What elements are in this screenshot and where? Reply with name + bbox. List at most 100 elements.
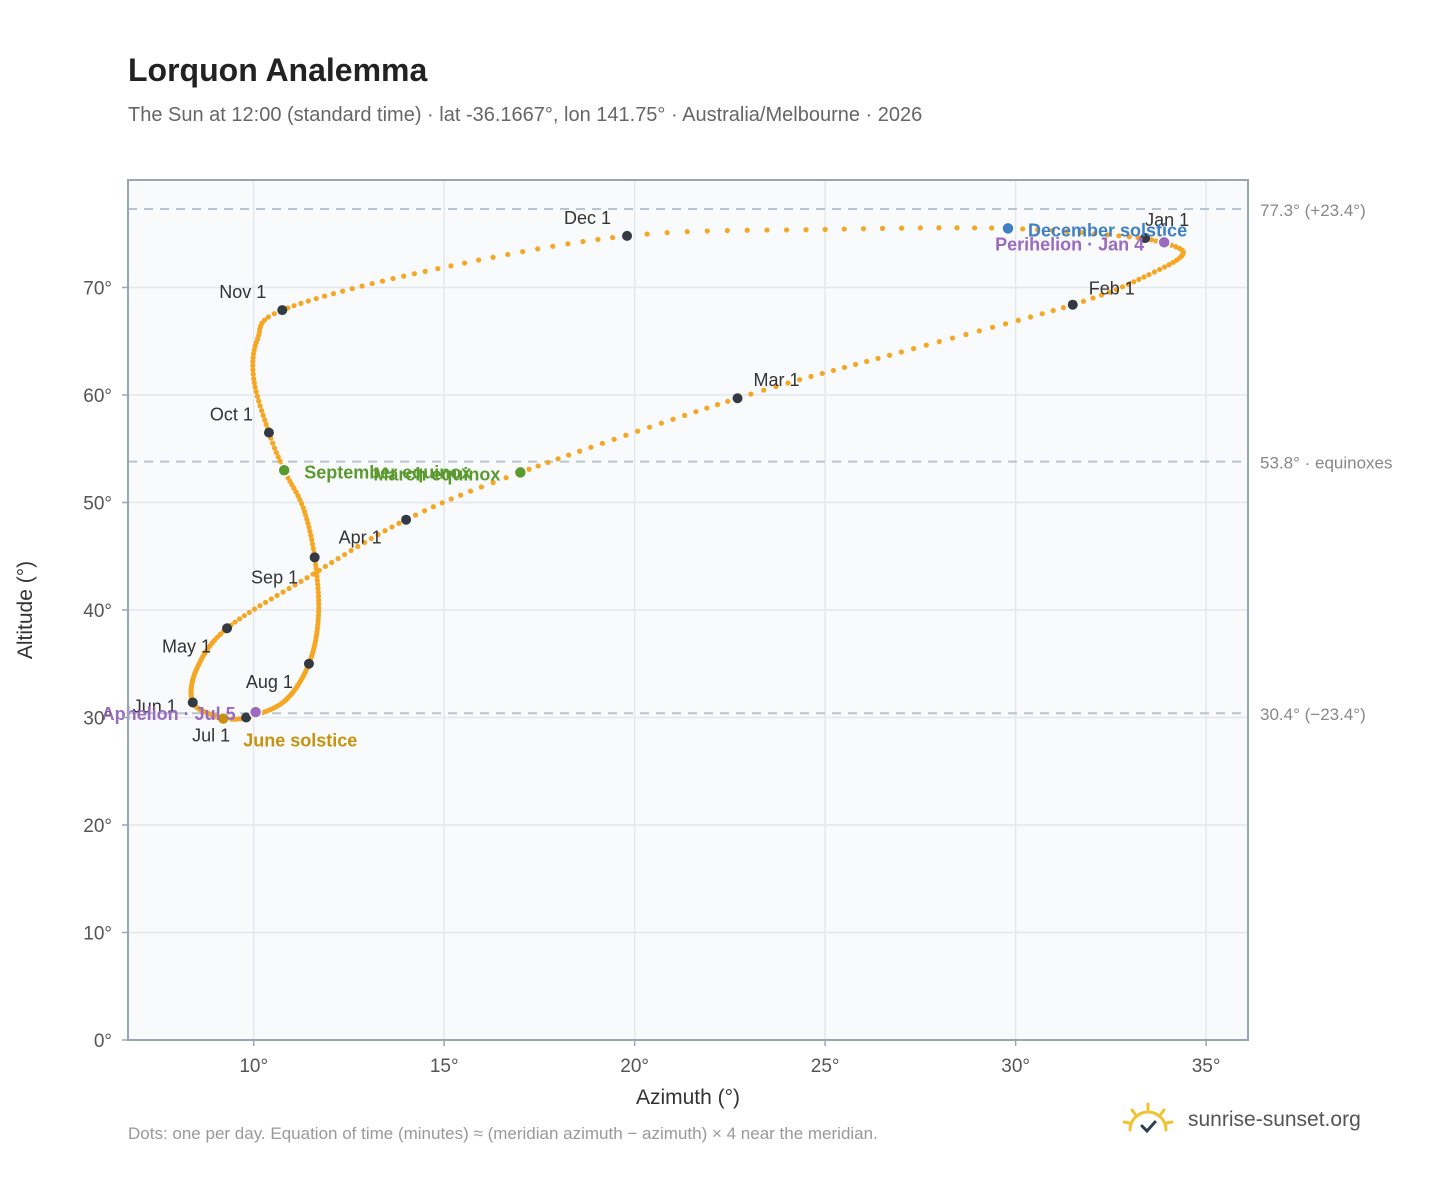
daily-sun-dot (411, 271, 417, 277)
daily-sun-dot (265, 314, 272, 320)
daily-sun-dot (535, 246, 541, 252)
brand[interactable]: sunrise-sunset.org (1120, 1100, 1361, 1140)
daily-sun-dot (644, 231, 650, 237)
month-marker-dot (622, 230, 633, 241)
x-tick-label: 35° (1192, 1056, 1221, 1077)
daily-sun-dot (359, 283, 365, 289)
event-marker-dot (216, 711, 230, 726)
daily-sun-dot (1113, 286, 1119, 293)
daily-sun-dot (1027, 314, 1034, 320)
event-marker-label: Perihelion · Jan 4 (995, 234, 1144, 254)
daily-sun-dot (254, 393, 260, 399)
daily-sun-dot (599, 440, 605, 446)
daily-sun-dot (764, 227, 770, 233)
daily-sun-dot (860, 226, 867, 232)
daily-sun-dot (1125, 281, 1131, 287)
daily-sun-dot (322, 563, 328, 570)
month-marker-label: May 1 (162, 636, 211, 656)
daily-sun-dot (1106, 289, 1112, 295)
daily-sun-dot (635, 428, 641, 434)
daily-sun-dot (361, 539, 368, 546)
daily-sun-dot (954, 225, 960, 231)
daily-sun-dot (389, 524, 395, 530)
daily-sun-dot (830, 367, 836, 374)
daily-sun-dot (1050, 307, 1056, 314)
daily-sun-dot (435, 266, 441, 272)
event-marker-label: December solstice (1028, 220, 1187, 240)
daily-sun-dot (315, 593, 322, 600)
month-marker-dot (241, 712, 252, 723)
daily-sun-dot (259, 408, 265, 414)
daily-sun-dot (286, 585, 292, 592)
month-marker-dot (222, 623, 233, 634)
daily-sun-dot (971, 225, 978, 231)
daily-sun-dot (299, 501, 305, 507)
daily-sun-dot (340, 288, 346, 294)
daily-sun-dot (468, 488, 474, 494)
daily-sun-dot (623, 432, 629, 438)
daily-sun-dot (898, 349, 904, 355)
daily-sun-dot (250, 371, 256, 377)
daily-sun-dot (545, 459, 551, 466)
daily-sun-dot (684, 229, 690, 235)
x-tick-label: 25° (811, 1056, 840, 1077)
daily-sun-dot (989, 225, 995, 231)
daily-sun-dot (396, 520, 402, 526)
daily-sun-dot (875, 355, 881, 362)
daily-sun-dot (714, 402, 721, 408)
daily-sun-dot (785, 380, 791, 386)
daily-sun-dot (989, 324, 996, 330)
y-tick-label: 10° (83, 924, 112, 945)
daily-sun-dot (300, 505, 306, 511)
daily-sun-dot (382, 528, 388, 534)
month-marker-label: Mar 1 (754, 370, 800, 390)
daily-sun-dot (910, 346, 917, 352)
daily-sun-dot (250, 358, 256, 365)
month-marker-dot (1067, 299, 1078, 310)
daily-sun-dot (819, 370, 825, 377)
y-tick-label: 30° (83, 709, 112, 730)
daily-sun-dot (422, 268, 428, 274)
month-markers: Jan 1 Feb 1 Mar 1 Apr 1 May 1 Jun 1 Jul 1 Aug 1… (133, 208, 1189, 746)
daily-sun-dot (555, 456, 561, 462)
daily-sun-dot (646, 424, 653, 430)
event-marker-dot (1157, 235, 1171, 250)
month-marker-label: Aug 1 (246, 672, 293, 692)
daily-sun-dot (566, 452, 572, 458)
daily-sun-dot (886, 352, 893, 358)
daily-sun-dot (232, 619, 238, 625)
daily-sun-dot (1141, 274, 1147, 280)
reference-line-label: 77.3° (+23.4°) (1260, 201, 1366, 220)
daily-sun-dot (898, 225, 905, 231)
sun-logo-icon (1122, 1102, 1174, 1134)
daily-sun-dot (252, 384, 258, 390)
daily-sun-dot (316, 605, 322, 611)
daily-sun-dot (1116, 233, 1122, 239)
daily-sun-dot (693, 409, 699, 415)
y-tick-label: 70° (83, 279, 112, 300)
daily-sun-dot (864, 358, 870, 365)
daily-sun-dot (1098, 292, 1105, 298)
daily-sun-dot (803, 227, 809, 233)
daily-sun-dot (670, 416, 676, 422)
daily-sun-dot (1170, 259, 1176, 265)
month-marker-dot (303, 658, 314, 669)
daily-sun-dot (355, 543, 361, 550)
daily-sun-dot (808, 373, 814, 380)
daily-sun-dot (270, 440, 276, 446)
y-tick-label: 50° (83, 494, 112, 515)
daily-sun-dot (315, 581, 321, 588)
month-marker-label: Dec 1 (564, 208, 611, 228)
daily-sun-dot (251, 376, 257, 382)
daily-sun-dot (520, 249, 526, 255)
daily-sun-dot (1146, 272, 1152, 278)
event-marker-label: March equinox (373, 464, 500, 484)
daily-sun-dot (917, 225, 923, 231)
daily-sun-dot (448, 263, 454, 269)
daily-sun-dot (577, 448, 583, 454)
daily-sun-dot (505, 251, 511, 258)
daily-sun-dot (341, 551, 348, 558)
daily-sun-dot (595, 236, 601, 243)
daily-sun-dot (1080, 298, 1087, 304)
